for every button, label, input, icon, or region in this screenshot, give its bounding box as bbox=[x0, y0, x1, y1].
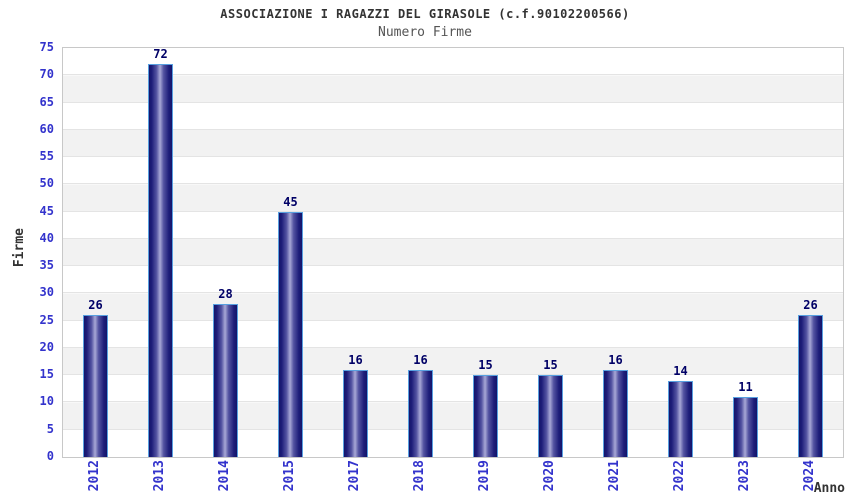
chart-title: ASSOCIAZIONE I RAGAZZI DEL GIRASOLE (c.f… bbox=[220, 7, 630, 21]
y-tick-label: 10 bbox=[39, 394, 54, 409]
bar-value-label: 14 bbox=[673, 363, 688, 378]
y-tick-label: 15 bbox=[39, 367, 54, 382]
gridline bbox=[63, 210, 843, 212]
chart-subtitle: Numero Firme bbox=[378, 25, 472, 40]
bar-value-label: 16 bbox=[348, 352, 363, 367]
bar-value-label: 26 bbox=[88, 298, 103, 313]
bar bbox=[148, 64, 173, 457]
bar-value-label: 15 bbox=[478, 358, 493, 373]
gridline bbox=[63, 319, 843, 321]
y-tick-label: 50 bbox=[39, 176, 54, 191]
x-tick-slot: 2021 bbox=[582, 460, 647, 500]
x-tick-label: 2015 bbox=[282, 460, 297, 492]
y-tick-label: 60 bbox=[39, 121, 54, 136]
y-tick-label: 0 bbox=[46, 449, 54, 463]
x-tick-slot: 2012 bbox=[62, 460, 127, 500]
x-tick-slot: 2024 bbox=[777, 460, 842, 500]
bar-slot: 16 bbox=[388, 48, 453, 457]
bar bbox=[343, 369, 368, 457]
gridline bbox=[63, 374, 843, 376]
gridline bbox=[63, 346, 843, 348]
x-tick-label: 2023 bbox=[737, 460, 752, 492]
gridline bbox=[63, 428, 843, 430]
gridline bbox=[63, 128, 843, 130]
gridline bbox=[63, 74, 843, 76]
bar-value-label: 11 bbox=[738, 380, 753, 395]
bar bbox=[668, 380, 693, 457]
bar-value-label: 45 bbox=[283, 194, 298, 209]
x-tick-slot: 2015 bbox=[257, 460, 322, 500]
x-tick-slot: 2013 bbox=[127, 460, 192, 500]
bar-value-label: 16 bbox=[608, 352, 623, 367]
bar bbox=[83, 315, 108, 457]
x-tick-slot: 2018 bbox=[387, 460, 452, 500]
x-tick-slot: 2022 bbox=[647, 460, 712, 500]
y-tick-label: 5 bbox=[46, 421, 54, 436]
bar bbox=[408, 369, 433, 457]
bar-value-label: 28 bbox=[218, 287, 233, 302]
bar-slot: 26 bbox=[778, 48, 843, 457]
x-tick-slot: 2020 bbox=[517, 460, 582, 500]
x-tick-label: 2018 bbox=[412, 460, 427, 492]
gridline bbox=[63, 101, 843, 103]
x-tick-label: 2014 bbox=[217, 460, 232, 492]
bar-slot: 16 bbox=[323, 48, 388, 457]
bar bbox=[278, 211, 303, 457]
y-tick-label: 20 bbox=[39, 339, 54, 354]
gridline bbox=[63, 156, 843, 158]
y-tick-label: 45 bbox=[39, 203, 54, 218]
y-tick-label: 30 bbox=[39, 285, 54, 300]
x-tick-label: 2012 bbox=[87, 460, 102, 492]
y-tick-label: 65 bbox=[39, 94, 54, 109]
bar-value-label: 26 bbox=[803, 298, 818, 313]
x-tick-slot: 2023 bbox=[712, 460, 777, 500]
y-tick-label: 75 bbox=[39, 40, 54, 54]
y-tick-label: 70 bbox=[39, 67, 54, 82]
bar-value-label: 15 bbox=[543, 358, 558, 373]
bar-value-label: 72 bbox=[153, 47, 168, 62]
gridline bbox=[63, 401, 843, 403]
x-axis-title: Anno bbox=[813, 481, 845, 496]
bar bbox=[538, 375, 563, 457]
gridline bbox=[63, 265, 843, 267]
bar bbox=[798, 315, 823, 457]
x-tick-label: 2017 bbox=[347, 460, 362, 492]
bar-slot: 15 bbox=[453, 48, 518, 457]
x-tick-label: 2022 bbox=[672, 460, 687, 492]
y-tick-label: 40 bbox=[39, 230, 54, 245]
bar-slot: 14 bbox=[648, 48, 713, 457]
x-tick-label: 2024 bbox=[802, 460, 817, 492]
bar-slot: 15 bbox=[518, 48, 583, 457]
bar bbox=[213, 304, 238, 457]
bar-value-label: 16 bbox=[413, 352, 428, 367]
y-tick-label: 25 bbox=[39, 312, 54, 327]
bar bbox=[733, 397, 758, 457]
x-tick-label: 2019 bbox=[477, 460, 492, 492]
x-tick-label: 2020 bbox=[542, 460, 557, 492]
bar-slot: 28 bbox=[193, 48, 258, 457]
x-tick-label: 2013 bbox=[152, 460, 167, 492]
bar-slot: 45 bbox=[258, 48, 323, 457]
gridline bbox=[63, 292, 843, 294]
bar-slot: 11 bbox=[713, 48, 778, 457]
bar-slot: 26 bbox=[63, 48, 128, 457]
plot-area: 26 72 28 45 16 16 15 15 16 14 11 26 bbox=[62, 47, 844, 458]
x-tick-label: 2021 bbox=[607, 460, 622, 492]
bar-slot: 16 bbox=[583, 48, 648, 457]
x-tick-slot: 2017 bbox=[322, 460, 387, 500]
gridline bbox=[63, 237, 843, 239]
x-tick-slot: 2019 bbox=[452, 460, 517, 500]
y-tick-label: 35 bbox=[39, 258, 54, 273]
bar-slot: 72 bbox=[128, 47, 193, 457]
y-tick-label: 55 bbox=[39, 149, 54, 164]
x-tick-slot: 2014 bbox=[192, 460, 257, 500]
gridline bbox=[63, 183, 843, 185]
bar bbox=[603, 369, 628, 457]
bar bbox=[473, 375, 498, 457]
